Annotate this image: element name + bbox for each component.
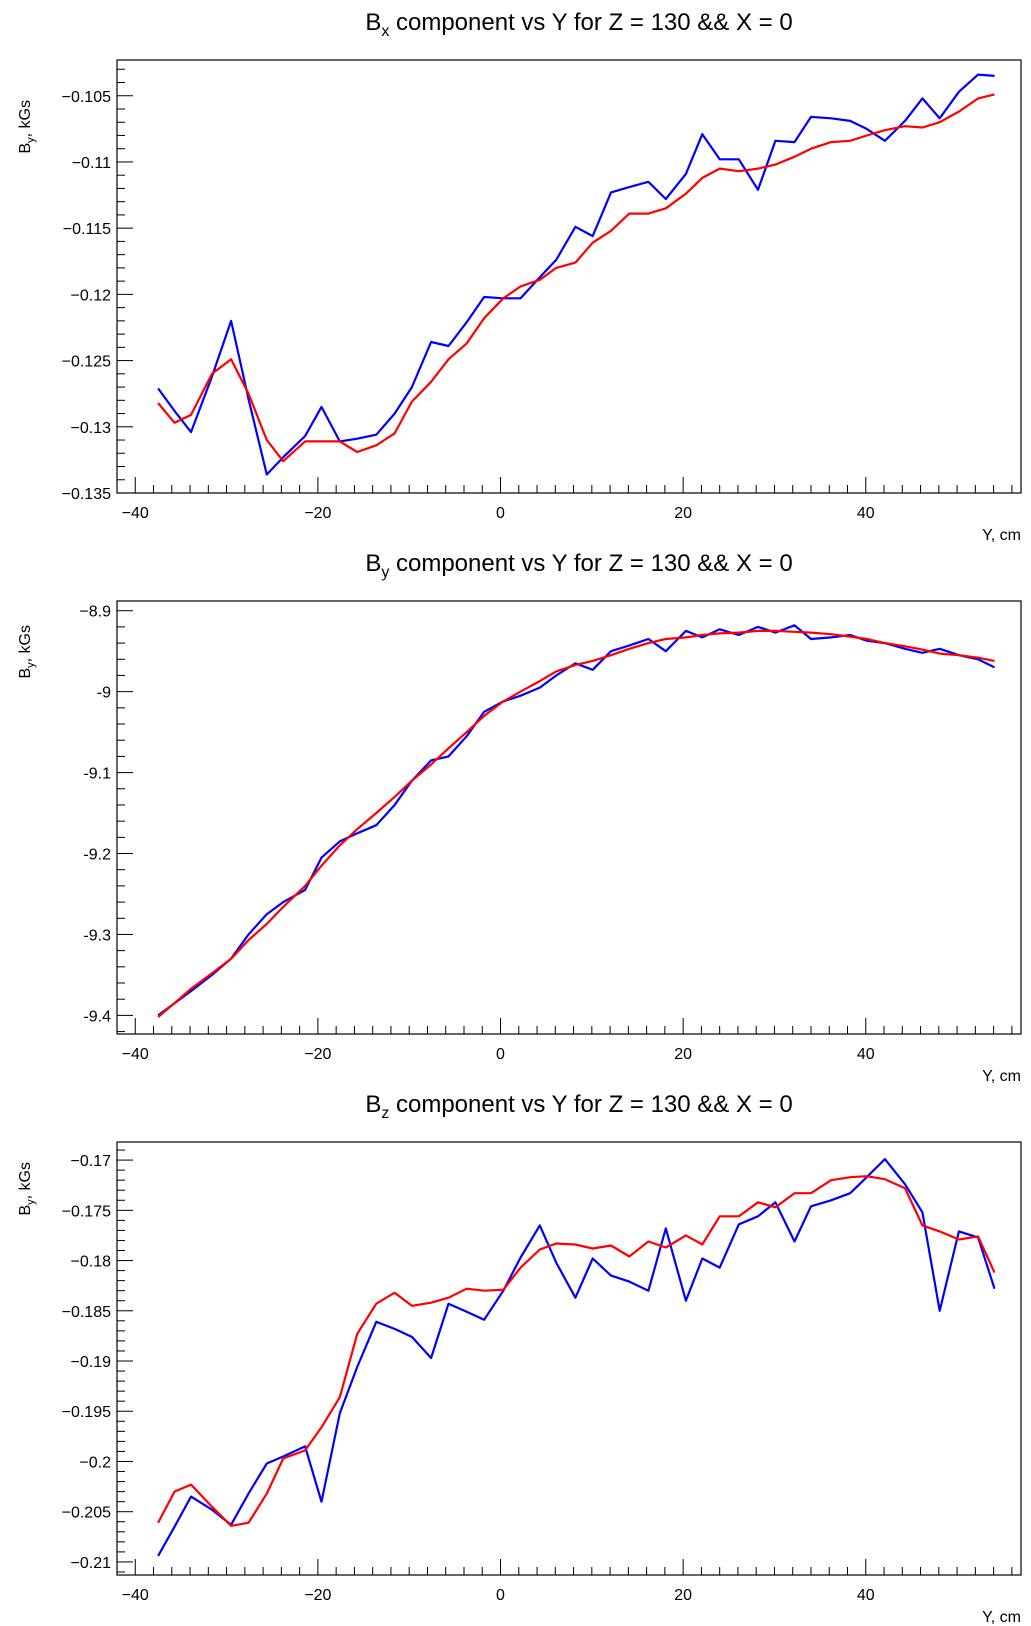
x-tick-label: 0 — [496, 505, 505, 522]
chart-2: By component vs Y for Z = 130 && X = 0 −4… — [17, 550, 1022, 1085]
y-axis-label-main: B — [17, 668, 34, 679]
x-tick-label: 20 — [674, 1046, 692, 1063]
y-axis-label: By, kGs — [17, 100, 37, 154]
x-tick-label: −20 — [304, 505, 331, 522]
y-tick-label: −0.13 — [71, 420, 112, 437]
y-tick-label: −0.105 — [62, 89, 111, 106]
series-line-red — [157, 93, 995, 463]
chart-title: Bz component vs Y for Z = 130 && X = 0 — [365, 1091, 792, 1122]
y-tick-label: −0.115 — [63, 221, 111, 238]
x-tick-label: 0 — [496, 1046, 505, 1063]
x-tick-label: 0 — [496, 1587, 505, 1604]
chart-title: Bx component vs Y for Z = 130 && X = 0 — [365, 9, 792, 40]
chart-title-sub: z — [381, 1105, 389, 1122]
plot-frame — [116, 1141, 1022, 1576]
series-line-blue — [157, 1157, 996, 1557]
y-axis-label-main: B — [17, 1205, 34, 1216]
y-tick-label: -9.1 — [83, 766, 111, 783]
y-tick-label: -9.3 — [83, 927, 111, 944]
x-tick-label: −40 — [122, 1587, 149, 1604]
x-axis-label: Y, cm — [982, 1609, 1021, 1626]
y-tick-label: -9.2 — [83, 847, 111, 864]
y-tick-label: −0.2 — [79, 1454, 111, 1471]
chart-title-rest: component vs Y for Z = 130 && X = 0 — [389, 1091, 792, 1118]
y-tick-label: −0.12 — [71, 287, 112, 304]
y-axis-label-rest: , kGs — [17, 100, 34, 137]
series-line-blue — [157, 624, 995, 1017]
x-tick-label: 20 — [674, 1587, 692, 1604]
y-tick-label: −0.195 — [62, 1404, 111, 1421]
x-tick-label: −20 — [304, 1046, 331, 1063]
x-tick-label: 20 — [674, 505, 692, 522]
y-tick-label: −0.19 — [71, 1354, 112, 1371]
y-tick-label: −0.175 — [62, 1203, 111, 1220]
chart-title-rest: component vs Y for Z = 130 && X = 0 — [389, 9, 792, 36]
y-tick-label: −0.205 — [62, 1505, 111, 1522]
plot-frame — [116, 59, 1022, 494]
x-axis-label: Y, cm — [982, 1068, 1021, 1085]
y-tick-label: −0.125 — [62, 354, 111, 371]
y-tick-label: −0.18 — [71, 1254, 112, 1271]
x-tick-label: 40 — [857, 1587, 875, 1604]
y-axis-label-sub: y — [25, 1199, 37, 1205]
x-tick-label: 40 — [857, 1046, 875, 1063]
series-line-red — [157, 1175, 996, 1527]
y-tick-label: −0.11 — [72, 155, 111, 172]
x-axis-label: Y, cm — [982, 527, 1021, 544]
y-axis-label-main: B — [17, 143, 34, 154]
chart-title-main: B — [365, 1091, 381, 1118]
y-tick-label: −0.21 — [71, 1555, 112, 1572]
y-tick-label: -9 — [97, 685, 111, 702]
x-tick-label: 40 — [857, 505, 875, 522]
series-line-blue — [157, 73, 995, 476]
chart-title-rest: component vs Y for Z = 130 && X = 0 — [389, 550, 792, 577]
chart-3: Bz component vs Y for Z = 130 && X = 0 −4… — [17, 1091, 1022, 1626]
chart-title-sub: y — [381, 564, 389, 581]
y-axis-label-sub: y — [25, 137, 37, 143]
series-line-red — [157, 629, 995, 1018]
y-tick-label: −0.17 — [71, 1153, 112, 1170]
x-tick-label: −20 — [304, 1587, 331, 1604]
y-tick-label: −0.135 — [62, 486, 111, 503]
x-tick-label: −40 — [122, 505, 149, 522]
chart-title-main: B — [365, 550, 381, 577]
chart-title-main: B — [365, 9, 381, 36]
plot-frame — [116, 600, 1022, 1035]
chart-1: Bx component vs Y for Z = 130 && X = 0 −4… — [17, 9, 1022, 544]
y-tick-label: -9.4 — [83, 1008, 111, 1025]
chart-title-sub: x — [381, 23, 389, 40]
y-axis-label-sub: y — [25, 662, 37, 668]
y-axis-label: By, kGs — [17, 625, 37, 679]
y-axis-label: By, kGs — [17, 1162, 37, 1216]
y-axis-label-rest: , kGs — [17, 1162, 34, 1199]
chart-title: By component vs Y for Z = 130 && X = 0 — [365, 550, 792, 581]
y-tick-label: −8.9 — [79, 604, 111, 621]
y-tick-label: −0.185 — [62, 1304, 111, 1321]
x-tick-label: −40 — [122, 1046, 149, 1063]
y-axis-label-rest: , kGs — [17, 625, 34, 662]
